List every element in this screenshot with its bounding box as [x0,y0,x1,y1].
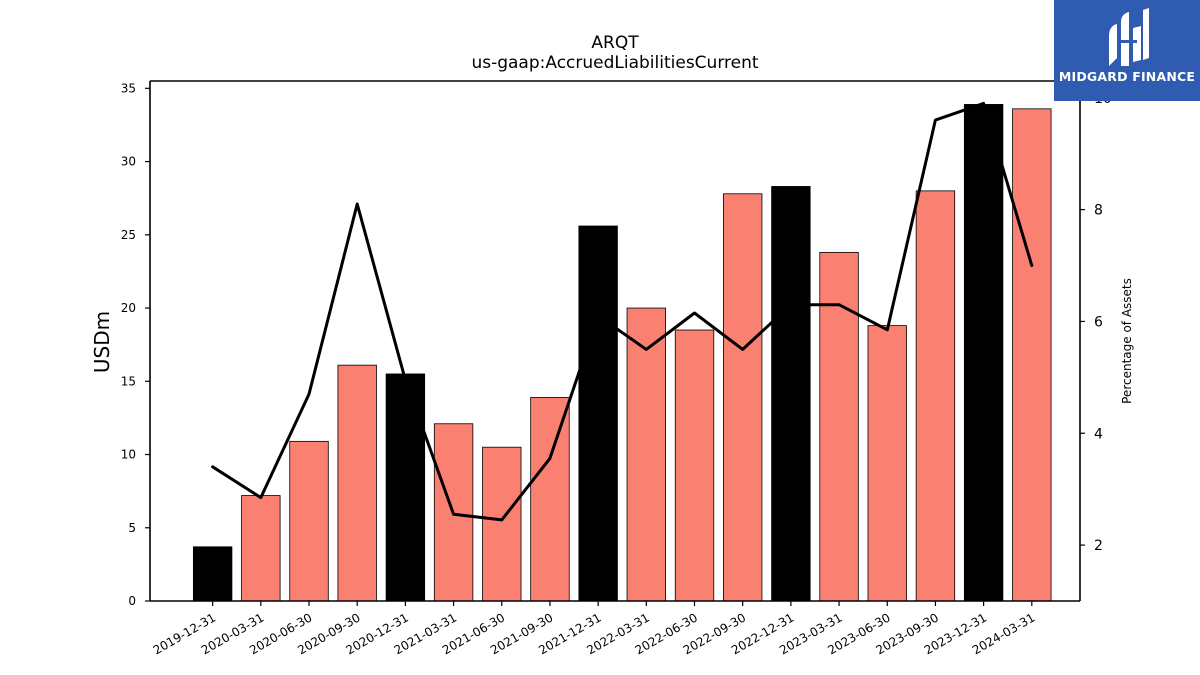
line-point-2019-12-31 [212,466,214,468]
y-tick-label-30: 30 [121,155,136,169]
y-tick-label-10: 10 [121,448,136,462]
line-point-2020-06-30 [308,393,310,395]
line-point-2024-03-31 [1031,265,1033,267]
bar-2023-09-30 [915,190,956,602]
bar-2023-06-30 [867,325,907,602]
bar-2022-06-30 [674,329,715,602]
y-axis-label: USDm [90,311,114,373]
line-point-2023-12-31 [983,102,985,104]
line-point-2023-09-30 [934,119,936,121]
line-point-2022-06-30 [694,312,696,314]
line-point-2021-03-31 [453,513,455,515]
chart-title: ARQT [591,33,639,53]
line-point-2020-12-31 [404,379,406,381]
bar-2022-03-31 [626,307,666,602]
y-tick-label-20: 20 [121,301,136,315]
midgard-finance-logo: MIDGARD FINANCE [1054,0,1200,101]
y-tick-label-25: 25 [121,228,136,242]
bar-2021-12-31 [578,225,618,602]
bar-2020-09-30 [337,364,377,602]
line-point-2023-03-31 [838,304,840,306]
line-point-2022-03-31 [645,348,647,350]
line-point-2020-09-30 [356,203,358,205]
line-point-2022-09-30 [742,348,744,350]
line-point-2022-12-31 [790,304,792,306]
logo-text: MIDGARD FINANCE [1058,69,1196,84]
line-point-2023-06-30 [886,329,888,331]
line-layer [211,101,1034,522]
y-tick-label-5: 5 [128,521,136,535]
y-tick-label-0: 0 [128,594,136,608]
y-tick-label-15: 15 [121,374,136,388]
bars-layer [192,104,1052,602]
y2-tick-label-4: 4 [1094,426,1103,442]
percentage-line [211,101,1034,522]
chart-subtitle: us-gaap:AccruedLiabilitiesCurrent [471,53,758,73]
bar-2022-12-31 [771,186,811,602]
y2-tick-label-6: 6 [1094,314,1103,330]
line-point-2021-06-30 [501,519,503,521]
line-point-2021-12-31 [597,315,599,317]
bar-2021-06-30 [482,446,522,602]
line-point-2021-09-30 [549,457,551,459]
y2-tick-label-8: 8 [1094,203,1103,219]
line-point-2020-03-31 [260,497,262,499]
bar-2023-12-31 [963,104,1004,602]
bar-2020-06-30 [289,440,329,602]
bar-2019-12-31 [192,546,233,602]
bar-2020-12-31 [385,373,426,602]
y-tick-label-35: 35 [121,81,136,95]
midgard-logo-icon [1109,8,1149,66]
bar-2022-09-30 [723,193,763,602]
bar-2024-03-31 [1012,108,1052,602]
bar-2020-03-31 [241,495,281,602]
bar-2021-09-30 [530,396,570,602]
y2-tick-label-2: 2 [1094,538,1103,554]
y2-axis-label: Percentage of Assets [1120,278,1134,404]
